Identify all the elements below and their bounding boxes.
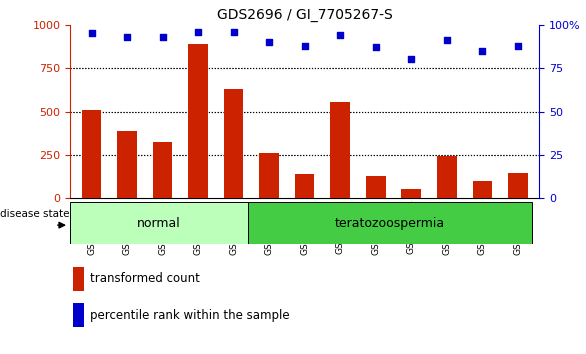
Bar [82, 110, 101, 198]
Bar [117, 131, 137, 198]
Bar [73, 267, 84, 291]
Bar [153, 142, 172, 198]
Bar [401, 189, 421, 198]
Bar [331, 102, 350, 198]
Point [442, 38, 451, 43]
Text: disease state: disease state [1, 209, 70, 219]
Text: teratozoospermia: teratozoospermia [335, 217, 445, 229]
Bar [189, 44, 208, 198]
Bar [260, 153, 279, 198]
Bar [508, 173, 527, 198]
Point [87, 30, 96, 36]
Text: percentile rank within the sample: percentile rank within the sample [90, 309, 289, 322]
Bar [82, 110, 101, 198]
Bar [260, 153, 279, 198]
Point [371, 45, 380, 50]
Bar [437, 156, 456, 198]
Title: GDS2696 / GI_7705267-S: GDS2696 / GI_7705267-S [217, 8, 393, 22]
Bar [70, 202, 248, 244]
Bar [331, 102, 350, 198]
Point [300, 43, 309, 48]
Point [122, 34, 132, 40]
Bar [117, 131, 137, 198]
Point [193, 29, 203, 35]
Bar [472, 181, 492, 198]
Bar [295, 174, 315, 198]
Bar [366, 176, 386, 198]
Bar [153, 142, 172, 198]
Point [407, 57, 416, 62]
Point [336, 32, 345, 38]
Point [229, 29, 239, 35]
Point [264, 39, 274, 45]
Bar [248, 202, 532, 244]
Point [513, 43, 523, 48]
Text: normal: normal [137, 217, 181, 229]
Bar [224, 89, 243, 198]
Bar [401, 189, 421, 198]
Bar [189, 44, 208, 198]
Point [478, 48, 487, 53]
Point [158, 34, 168, 40]
Bar [73, 303, 84, 327]
Bar [224, 89, 243, 198]
Bar [366, 176, 386, 198]
Bar [472, 181, 492, 198]
Bar [508, 173, 527, 198]
Bar [437, 156, 456, 198]
Text: transformed count: transformed count [90, 272, 200, 285]
Bar [295, 174, 315, 198]
